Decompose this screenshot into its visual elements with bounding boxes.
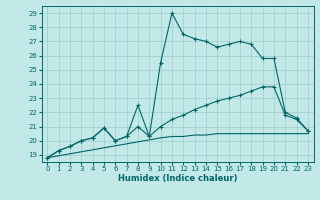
X-axis label: Humidex (Indice chaleur): Humidex (Indice chaleur) [118, 174, 237, 183]
